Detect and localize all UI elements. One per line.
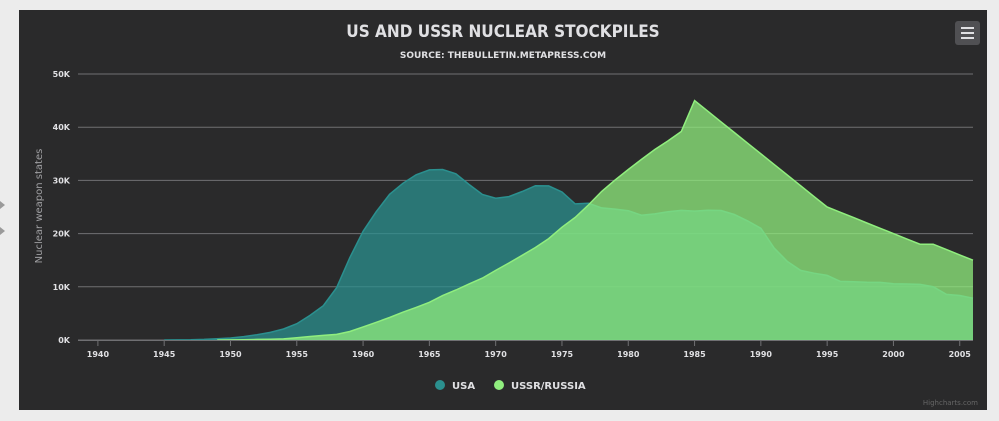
y-tick-label: 50K — [53, 70, 71, 79]
x-tick-label: 1970 — [485, 350, 508, 359]
y-tick-label: 40K — [53, 123, 71, 132]
y-tick-label: 0K — [58, 336, 71, 345]
y-axis-label: Nuclear weapon states — [34, 149, 45, 264]
x-tick-label: 1975 — [551, 350, 574, 359]
menu-line — [961, 27, 974, 29]
x-tick-label: 1945 — [153, 350, 176, 359]
legend-marker — [494, 380, 504, 390]
menu-line — [961, 37, 974, 39]
menu-icon[interactable] — [955, 21, 980, 45]
chart-title: US AND USSR NUCLEAR STOCKPILES — [346, 22, 659, 42]
y-tick-label: 30K — [53, 176, 71, 185]
legend-marker — [435, 380, 445, 390]
x-tick-label: 2005 — [949, 350, 972, 359]
x-tick-label: 1995 — [816, 350, 839, 359]
legend-item-ussr[interactable]: USSR/RUSSIA — [494, 380, 586, 392]
series-line-ussr[interactable] — [217, 99, 974, 341]
area-series-ussr[interactable] — [217, 100, 973, 340]
x-tick-label: 1960 — [352, 350, 375, 359]
y-tick-label: 10K — [53, 283, 71, 292]
x-tick-label: 2000 — [882, 350, 905, 359]
x-tick-label: 1950 — [219, 350, 242, 359]
legend-label: USSR/RUSSIA — [511, 381, 586, 392]
credits-text[interactable]: Highcharts.com — [923, 399, 978, 407]
chart-subtitle: SOURCE: THEBULLETIN.METAPRESS.COM — [400, 51, 606, 61]
y-tick-label: 20K — [53, 230, 71, 239]
left-arrow-marker — [0, 201, 5, 209]
x-tick-label: 1940 — [87, 350, 110, 359]
x-tick-label: 1965 — [418, 350, 441, 359]
menu-line — [961, 32, 974, 34]
x-tick-label: 1955 — [286, 350, 309, 359]
legend-label: USA — [452, 381, 475, 392]
left-arrow-marker — [0, 227, 5, 235]
x-tick-label: 1980 — [617, 350, 640, 359]
legend-item-usa[interactable]: USA — [435, 380, 475, 392]
x-tick-label: 1985 — [683, 350, 706, 359]
x-tick-label: 1990 — [750, 350, 773, 359]
